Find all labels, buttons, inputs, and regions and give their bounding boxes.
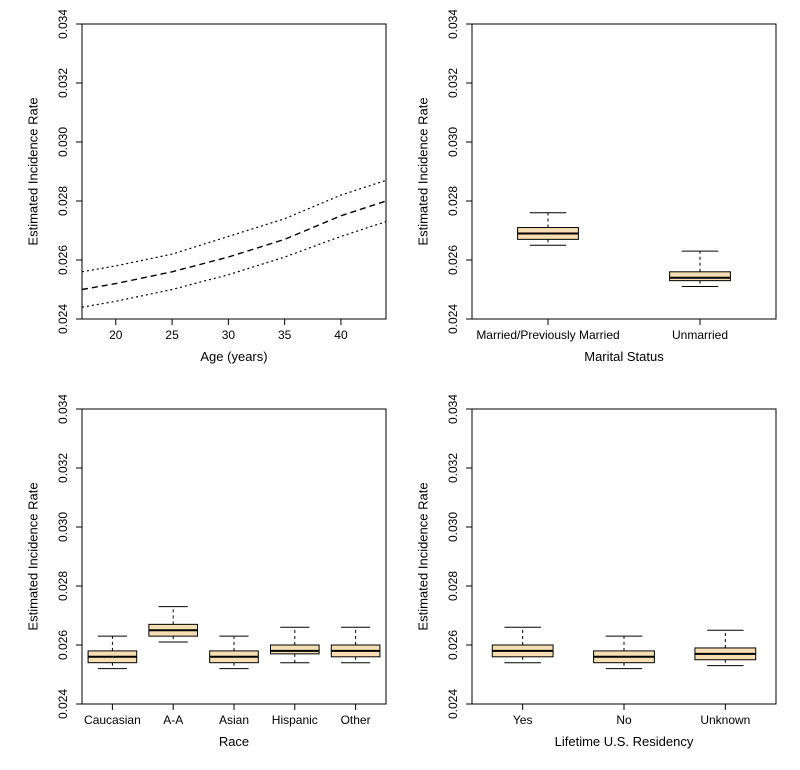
marital-boxplot-panel: 0.024 0.026 0.028 0.030 0.032 0.034 Estimated … [400,10,790,375]
y-tick-label: 0.024 [446,689,460,719]
figure-grid: { "layout": { "page_w": 800, "page_h": 7… [0,0,800,770]
y-tick-label: 0.028 [446,186,460,216]
y-tick-label: 0.030 [446,127,460,157]
y-tick-label: 0.030 [56,512,70,542]
y-tick-label: 0.024 [56,304,70,334]
x-tick-label: 40 [334,328,348,342]
x-axis-title: Marital Status [584,349,664,364]
x-tick-label: Yes [513,713,533,727]
y-tick-label: 0.028 [446,571,460,601]
age-line-panel: 0.024 0.026 0.028 0.030 0.032 0.034 Estimated … [10,10,400,375]
y-tick-label: 0.032 [446,453,460,483]
x-tick-label: Unknown [700,713,750,727]
box [670,272,731,281]
y-axis-title: Estimated Incidence Rate [415,482,430,630]
race-boxplot-panel: 0.024 0.026 0.028 0.030 0.032 0.034 Estimated … [10,395,400,760]
y-tick-label: 0.028 [56,571,70,601]
y-axis-title: Estimated Incidence Rate [25,482,40,630]
x-tick-label: 20 [109,328,123,342]
x-tick-label: 25 [165,328,179,342]
y-tick-label: 0.034 [446,10,460,39]
x-tick-label: 30 [222,328,236,342]
residency-boxplot-panel: 0.024 0.026 0.028 0.030 0.032 0.034 Estimated … [400,395,790,760]
y-tick-label: 0.026 [446,245,460,275]
y-axis-title: Estimated Incidence Rate [25,97,40,245]
x-tick-label: Hispanic [272,713,318,727]
x-tick-label: Other [341,713,371,727]
x-tick-label: Asian [219,713,249,727]
y-tick-label: 0.026 [56,630,70,660]
center-line [82,201,386,290]
y-tick-label: 0.032 [446,68,460,98]
y-tick-label: 0.030 [56,127,70,157]
x-tick-label: Unmarried [672,328,728,342]
x-tick-label: A-A [163,713,183,727]
y-tick-label: 0.034 [56,10,70,39]
y-tick-label: 0.034 [56,395,70,424]
x-axis-title: Age (years) [200,349,267,364]
y-tick-label: 0.028 [56,186,70,216]
x-tick-label: No [616,713,632,727]
y-tick-label: 0.024 [446,304,460,334]
y-axis-title: Estimated Incidence Rate [415,97,430,245]
x-axis-title: Race [219,734,249,749]
y-tick-label: 0.024 [56,689,70,719]
box [270,645,319,654]
y-tick-label: 0.034 [446,395,460,424]
y-tick-label: 0.032 [56,453,70,483]
x-tick-label: Caucasian [84,713,141,727]
ci-upper-line [82,180,386,271]
x-tick-label: 35 [278,328,292,342]
y-tick-label: 0.030 [446,512,460,542]
x-axis-title: Lifetime U.S. Residency [555,734,694,749]
y-tick-label: 0.026 [446,630,460,660]
y-tick-label: 0.032 [56,68,70,98]
y-tick-label: 0.026 [56,245,70,275]
x-tick-label: Married/Previously Married [476,328,619,342]
